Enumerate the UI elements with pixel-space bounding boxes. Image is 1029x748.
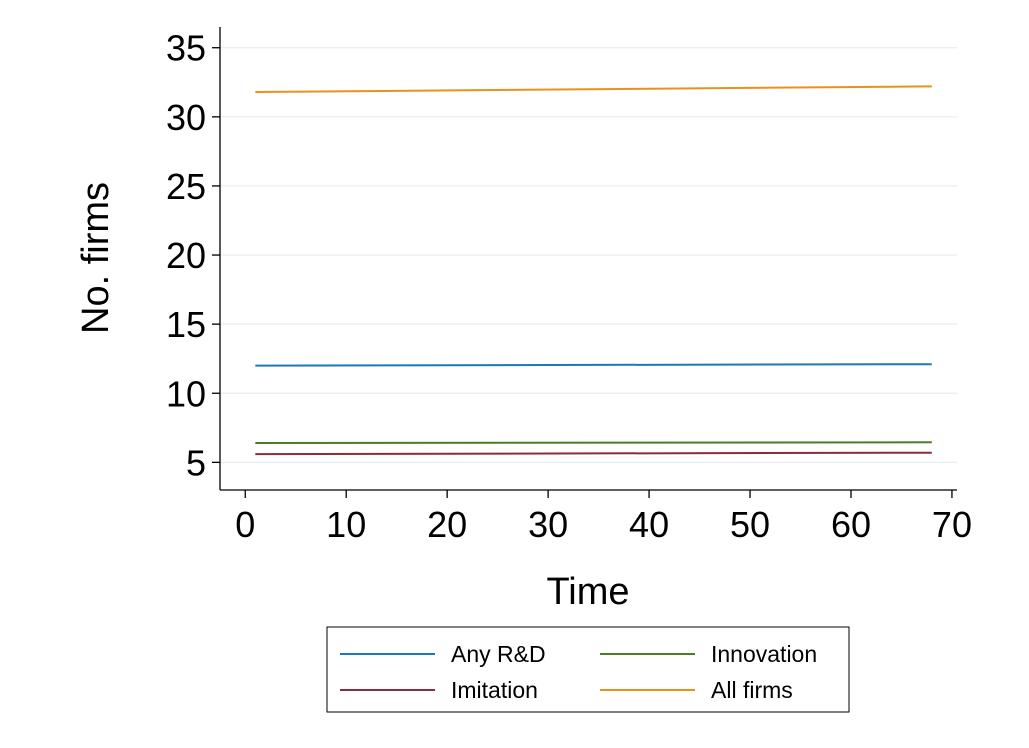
legend-label: All firms bbox=[711, 677, 793, 703]
y-tick-label: 15 bbox=[166, 304, 206, 345]
x-tick-label: 40 bbox=[629, 504, 669, 545]
x-tick-label: 10 bbox=[326, 504, 366, 545]
series-line-imitation bbox=[255, 451, 932, 456]
gridlines bbox=[220, 47, 957, 463]
x-tick-label: 20 bbox=[427, 504, 467, 545]
y-axis-title: No. firms bbox=[75, 182, 117, 334]
axes bbox=[219, 27, 957, 491]
y-tick-label: 20 bbox=[166, 235, 206, 276]
x-tick-label: 70 bbox=[932, 504, 972, 545]
legend-label: Any R&D bbox=[451, 641, 546, 667]
series-line-innovation bbox=[255, 441, 932, 444]
y-tick-label: 25 bbox=[166, 166, 206, 207]
x-tick-label: 50 bbox=[730, 504, 770, 545]
legend: Any R&D Imitation Innovation All firms bbox=[326, 626, 850, 713]
legend-label: Innovation bbox=[711, 641, 817, 667]
x-tick-label: 30 bbox=[528, 504, 568, 545]
x-tick-label: 60 bbox=[831, 504, 871, 545]
x-tick-label: 0 bbox=[235, 504, 255, 545]
y-tick-label: 5 bbox=[186, 442, 206, 483]
x-axis-title: Time bbox=[546, 571, 629, 613]
series-line-all-firms bbox=[255, 85, 932, 93]
legend-label: Imitation bbox=[451, 677, 538, 703]
y-tick-label: 35 bbox=[166, 28, 206, 69]
series-line-any-r-d bbox=[255, 363, 932, 367]
tick-labels: 5 10 15 20 25 30 35 0 10 20 30 40 50 60 70 bbox=[166, 28, 972, 545]
y-tick-label: 30 bbox=[166, 97, 206, 138]
series-lines bbox=[255, 85, 932, 456]
legend-box bbox=[326, 626, 850, 713]
y-tick-label: 10 bbox=[166, 373, 206, 414]
